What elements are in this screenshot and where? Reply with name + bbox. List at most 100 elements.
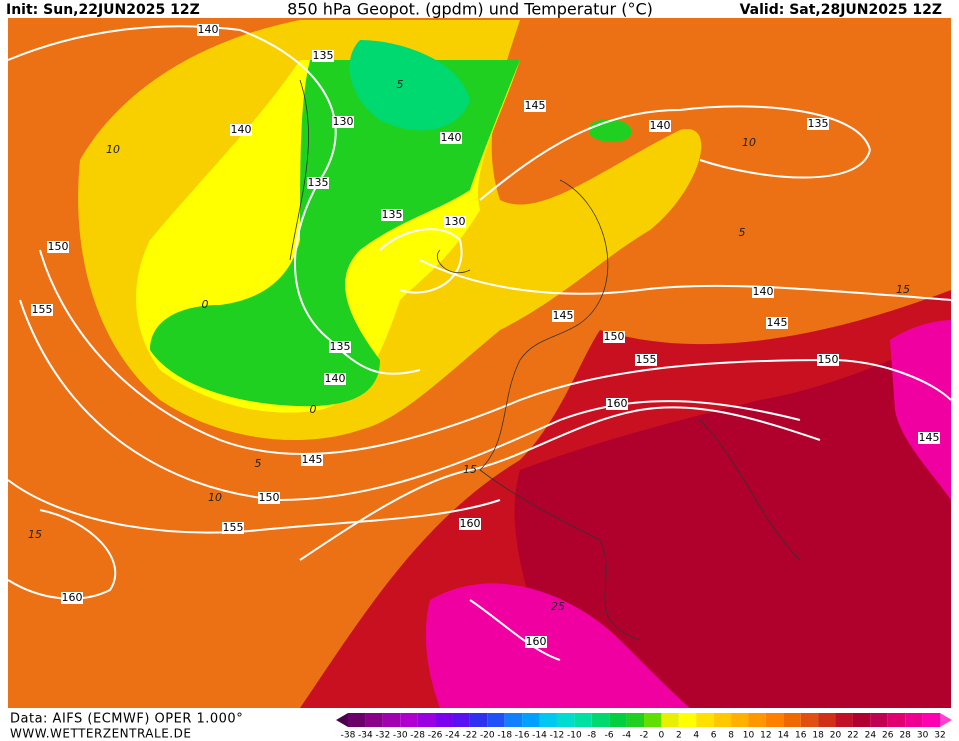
colorbar-tick-label: 0 <box>659 731 665 741</box>
colorbar-tick-label: -20 <box>480 731 495 741</box>
colorbar-tick-label: -28 <box>410 731 425 741</box>
geopotential-label-box <box>332 116 354 128</box>
colorbar-cell <box>574 713 592 727</box>
colorbar-cell <box>504 713 523 727</box>
colorbar-cell <box>609 713 627 727</box>
colorbar-tick-label: 22 <box>847 731 858 741</box>
colorbar-tick-label: -26 <box>428 731 443 741</box>
geopotential-label: 140 <box>650 119 671 132</box>
geopotential-label-box <box>817 354 839 366</box>
colorbar-tick-label: 26 <box>882 731 894 741</box>
colorbar-tick-label: -12 <box>550 731 565 741</box>
geopotential-label: 135 <box>808 117 829 130</box>
colorbar-cell <box>818 713 836 727</box>
colorbar-cell <box>382 713 401 727</box>
temperature-label: 10 <box>106 143 120 156</box>
geopotential-label-box <box>766 317 788 329</box>
colorbar-cell <box>626 713 644 727</box>
geopotential-label-box <box>222 522 244 534</box>
colorbar-tick-label: 28 <box>899 731 911 741</box>
temperature-label: 0 <box>310 403 317 416</box>
colorbar-tick-label: 12 <box>760 731 771 741</box>
colorbar-tick-label: -10 <box>567 731 582 741</box>
geopotential-label: 130 <box>333 115 354 128</box>
colorbar-cell <box>591 713 610 727</box>
geopotential-label-box <box>552 310 574 322</box>
colorbar-tick-label: -38 <box>341 731 356 741</box>
geopotential-label: 135 <box>308 176 329 189</box>
colorbar-tick-label: -16 <box>515 731 530 741</box>
colorbar-arrow <box>336 713 348 727</box>
colorbar-tick-label: 6 <box>711 731 717 741</box>
colorbar-cell <box>731 713 749 727</box>
colorbar-tick-label: -22 <box>463 731 478 741</box>
colorbar-tick-label: 30 <box>917 731 929 741</box>
geopotential-label: 140 <box>325 372 346 385</box>
colorbar-cell <box>696 713 714 727</box>
geopotential-label-box <box>606 398 628 410</box>
colorbar-tick-label: 16 <box>795 731 807 741</box>
geopotential-label: 145 <box>525 99 546 112</box>
geopotential-label-box <box>459 518 481 530</box>
temperature-label: 10 <box>742 136 756 149</box>
geopotential-label-box <box>635 354 657 366</box>
init-time: Init: Sun,22JUN2025 12Z <box>6 2 200 18</box>
geopotential-label-box <box>329 341 351 353</box>
geopotential-label-box <box>312 50 334 62</box>
geopotential-label: 155 <box>32 303 53 316</box>
colorbar-cell <box>435 713 453 727</box>
geopotential-label-box <box>61 592 83 604</box>
colorbar-cell <box>452 713 470 727</box>
geopotential-label-box <box>258 492 280 504</box>
geopotential-label-box <box>525 636 547 648</box>
colorbar-tick-label: 32 <box>934 731 945 741</box>
geopotential-label-box <box>444 216 466 228</box>
colorbar-arrow <box>940 713 952 727</box>
map-title: 850 hPa Geopot. (gpdm) und Temperatur (°… <box>287 0 653 19</box>
geopotential-label: 140 <box>198 23 219 36</box>
geopotential-label-box <box>324 373 346 385</box>
geopotential-label-box <box>603 331 625 343</box>
temperature-label: 5 <box>739 226 746 239</box>
valid-time: Valid: Sat,28JUN2025 12Z <box>740 2 942 18</box>
colorbar-tick-label: 10 <box>743 731 755 741</box>
geopotential-label: 145 <box>553 309 574 322</box>
colorbar-tick-label: -30 <box>393 731 408 741</box>
coastlines <box>289 79 801 641</box>
geopotential-label: 145 <box>302 453 323 466</box>
colorbar-cell <box>556 713 575 727</box>
geopotential-label: 135 <box>330 340 351 353</box>
colorbar-cell <box>887 713 906 727</box>
colorbar-tick-label: 18 <box>812 731 824 741</box>
colorbar-cell <box>783 713 801 727</box>
geopotential-label: 150 <box>48 240 69 253</box>
colorbar-tick-label: 24 <box>865 731 877 741</box>
geopotential-label-box <box>807 118 829 130</box>
geopotential-label-box <box>301 454 323 466</box>
temperature-label: 15 <box>463 463 477 476</box>
geopotential-label: 160 <box>62 591 83 604</box>
geopotential-label: 140 <box>441 131 462 144</box>
geopotential-label: 130 <box>445 215 466 228</box>
colorbar-tick-label: -2 <box>640 731 649 741</box>
temperature-label: 5 <box>397 78 404 91</box>
colorbar-cell <box>748 713 766 727</box>
geopotential-label: 150 <box>259 491 280 504</box>
colorbar-tick-label: -18 <box>497 731 512 741</box>
website: WWW.WETTERZENTRALE.DE <box>10 727 191 741</box>
temperature-label: 0 <box>202 298 209 311</box>
colorbar-cell <box>870 713 888 727</box>
colorbar-cell <box>644 713 662 727</box>
temperature-label: 25 <box>551 600 565 613</box>
colorbar-tick-label: 20 <box>830 731 842 741</box>
colorbar-tick-label: -32 <box>375 731 390 741</box>
geopotential-label: 160 <box>607 397 628 410</box>
geopotential-label-box <box>381 209 403 221</box>
temperature-label: 10 <box>208 491 222 504</box>
colorbar-cell <box>713 713 732 727</box>
geopotential-label: 135 <box>382 208 403 221</box>
colorbar-cell <box>522 713 540 727</box>
geopotential-label-box <box>31 304 53 316</box>
